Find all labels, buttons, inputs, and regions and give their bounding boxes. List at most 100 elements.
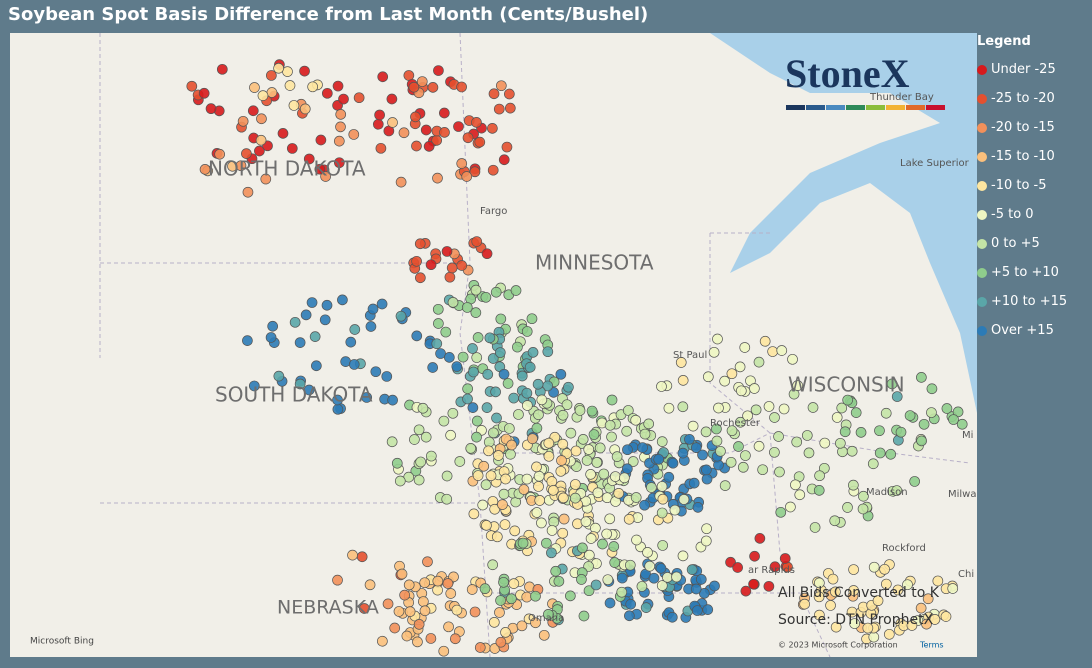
bid-point	[886, 378, 898, 390]
bid-point	[848, 564, 859, 575]
bid-point	[737, 461, 749, 473]
bid-point	[443, 621, 454, 633]
bid-point	[621, 463, 633, 475]
bid-point	[836, 402, 848, 414]
bid-point	[726, 368, 738, 380]
bid-point	[377, 71, 389, 83]
bid-point	[423, 141, 435, 152]
bid-point	[249, 82, 260, 93]
legend-label: +10 to +15	[991, 294, 1068, 309]
terms-link[interactable]: Terms	[919, 641, 944, 650]
bid-point	[677, 447, 689, 459]
bid-point	[411, 330, 423, 342]
bid-point	[508, 578, 520, 589]
bid-point	[807, 402, 819, 413]
bid-point	[543, 450, 555, 462]
bid-point	[577, 434, 589, 445]
map: NORTH DAKOTA MINNESOTA SOUTH DAKOTA WISCONS…	[10, 33, 977, 657]
bid-point	[498, 576, 509, 588]
bid-point	[416, 76, 428, 87]
legend-item: Over +15	[977, 316, 1067, 345]
bid-point	[419, 577, 431, 589]
bid-point	[432, 575, 444, 587]
bid-point	[413, 424, 425, 436]
bid-point	[186, 80, 198, 92]
bid-point	[657, 493, 669, 505]
bid-point	[541, 537, 552, 549]
bid-point	[420, 431, 432, 443]
bid-point	[839, 426, 851, 438]
bid-point	[505, 448, 516, 460]
bid-point	[365, 321, 377, 332]
bid-point	[332, 394, 343, 406]
bid-point	[465, 443, 477, 454]
bid-point	[198, 87, 210, 99]
bid-point	[763, 580, 775, 592]
bid-point	[462, 383, 473, 395]
bid-point	[891, 485, 903, 496]
bid-point	[749, 550, 760, 562]
bid-point	[414, 238, 426, 250]
bid-point	[333, 135, 345, 147]
bid-point	[809, 522, 821, 533]
bid-point	[713, 459, 724, 471]
bid-point	[874, 425, 885, 437]
bid-point	[442, 578, 454, 589]
bid-point	[425, 450, 437, 462]
bid-point	[829, 515, 841, 527]
legend-item: -20 to -15	[977, 113, 1067, 142]
bid-point	[432, 172, 443, 184]
bid-point	[242, 186, 254, 198]
bid-point	[831, 412, 843, 423]
bid-point	[273, 62, 284, 74]
bid-point	[558, 492, 569, 504]
bid-point	[536, 517, 547, 529]
bid-point	[749, 383, 760, 394]
bid-point	[490, 386, 501, 398]
bid-point	[495, 313, 507, 325]
bid-point	[813, 485, 825, 496]
bid-point	[735, 416, 746, 428]
bid-point	[825, 600, 836, 611]
bid-point	[739, 342, 751, 353]
bid-point	[499, 519, 511, 530]
bid-point	[543, 608, 554, 620]
bid-point	[389, 622, 401, 634]
bid-point	[827, 573, 839, 585]
bid-point	[622, 405, 634, 416]
bid-point	[915, 602, 927, 614]
bid-point	[690, 442, 702, 454]
place-label: MINNESOTA	[535, 251, 654, 275]
bid-point	[321, 87, 333, 99]
bid-point	[404, 606, 416, 617]
bid-point	[604, 419, 616, 431]
legend-swatch	[977, 238, 987, 249]
bid-point	[555, 465, 567, 477]
bid-point	[445, 588, 457, 599]
bid-point	[929, 614, 941, 625]
legend-label: Over +15	[991, 323, 1054, 338]
bid-point	[498, 368, 510, 380]
bid-point	[356, 551, 368, 563]
legend-label: Under -25	[991, 62, 1056, 77]
bid-point	[578, 610, 590, 622]
bid-point	[273, 370, 285, 382]
legend-swatch	[977, 93, 987, 104]
bid-point	[675, 357, 687, 368]
bid-point	[474, 136, 486, 148]
bid-point	[574, 405, 586, 416]
bid-point	[835, 437, 846, 449]
bid-point	[570, 479, 581, 490]
bid-point	[532, 378, 544, 390]
bid-point	[500, 473, 511, 485]
bid-point	[422, 556, 433, 568]
bid-point	[563, 381, 574, 393]
bid-point	[691, 605, 703, 616]
bid-point	[814, 577, 825, 589]
bid-point	[266, 70, 277, 81]
bid-point	[361, 392, 373, 403]
bid-point	[711, 435, 723, 447]
bid-point	[306, 297, 318, 308]
bid-point	[309, 331, 321, 342]
bid-point	[401, 630, 413, 642]
